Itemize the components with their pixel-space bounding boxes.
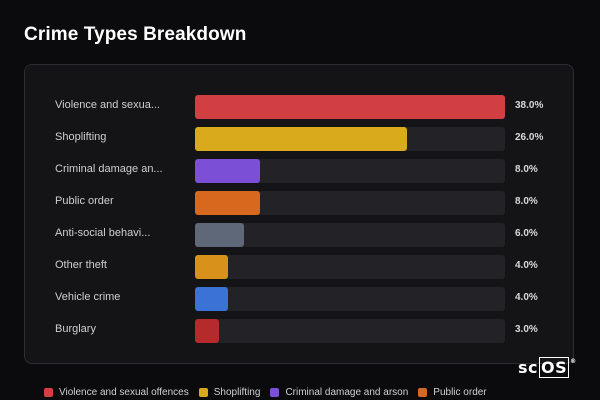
category-label: Shoplifting — [55, 131, 107, 143]
bar-row: Other theft 4.0% — [25, 255, 573, 279]
value-label: 8.0% — [515, 196, 538, 207]
logo-registered-mark: ® — [570, 358, 577, 365]
bar-track — [195, 95, 505, 119]
bar-track — [195, 127, 505, 151]
logo-boxed: OS — [539, 357, 570, 378]
bar-track — [195, 191, 505, 215]
legend-item: Public order — [418, 387, 487, 398]
bar — [195, 127, 407, 151]
legend-label: Criminal damage and arson — [285, 387, 409, 398]
legend-swatch — [198, 388, 208, 397]
category-label: Public order — [55, 195, 114, 207]
legend-swatch — [44, 388, 53, 397]
chart-legend: Violence and sexual offences Shoplifting C… — [44, 387, 487, 398]
legend-item: Violence and sexual offences — [44, 387, 189, 398]
bar-row: Anti-social behavi... 6.0% — [25, 223, 573, 247]
category-label: Violence and sexua... — [55, 99, 160, 111]
legend-swatch — [418, 388, 428, 397]
value-label: 3.0% — [515, 324, 538, 335]
bar — [195, 255, 228, 279]
chart-title: Crime Types Breakdown — [24, 24, 247, 45]
logo-prefix: sc — [518, 358, 539, 377]
legend-swatch — [270, 388, 280, 397]
bar — [195, 319, 219, 343]
value-label: 4.0% — [515, 260, 538, 271]
bar-track — [195, 159, 505, 183]
bar — [195, 159, 260, 183]
bar — [195, 95, 505, 119]
bar-row: Shoplifting 26.0% — [25, 127, 573, 151]
category-label: Vehicle crime — [55, 291, 121, 303]
bar-track — [195, 255, 505, 279]
category-label: Other theft — [55, 259, 107, 271]
value-label: 8.0% — [515, 164, 538, 175]
bar-track — [195, 287, 505, 311]
category-label: Criminal damage an... — [55, 163, 163, 175]
legend-item: Shoplifting — [198, 387, 261, 398]
bar-row: Violence and sexua... 38.0% — [25, 95, 573, 119]
category-label: Burglary — [55, 323, 96, 335]
legend-label: Public order — [433, 387, 487, 398]
value-label: 38.0% — [515, 100, 544, 111]
bar — [195, 223, 244, 247]
value-label: 26.0% — [515, 132, 544, 143]
bar-row: Criminal damage an... 8.0% — [25, 159, 573, 183]
legend-label: Shoplifting — [213, 387, 261, 398]
bar-row: Public order 8.0% — [25, 191, 573, 215]
legend-label: Violence and sexual offences — [59, 387, 189, 398]
legend-item: Criminal damage and arson — [270, 387, 408, 398]
bar — [195, 191, 260, 215]
bar-track — [195, 319, 505, 343]
bar-row: Vehicle crime 4.0% — [25, 287, 573, 311]
value-label: 6.0% — [515, 228, 538, 239]
category-label: Anti-social behavi... — [55, 227, 151, 239]
bar-track — [195, 223, 505, 247]
value-label: 4.0% — [515, 292, 538, 303]
scos-logo: sc OS ® — [518, 357, 577, 378]
bar-row: Burglary 3.0% — [25, 319, 573, 343]
bar — [195, 287, 228, 311]
chart-panel: Violence and sexua... 38.0% Shoplifting 26.… — [24, 64, 574, 364]
